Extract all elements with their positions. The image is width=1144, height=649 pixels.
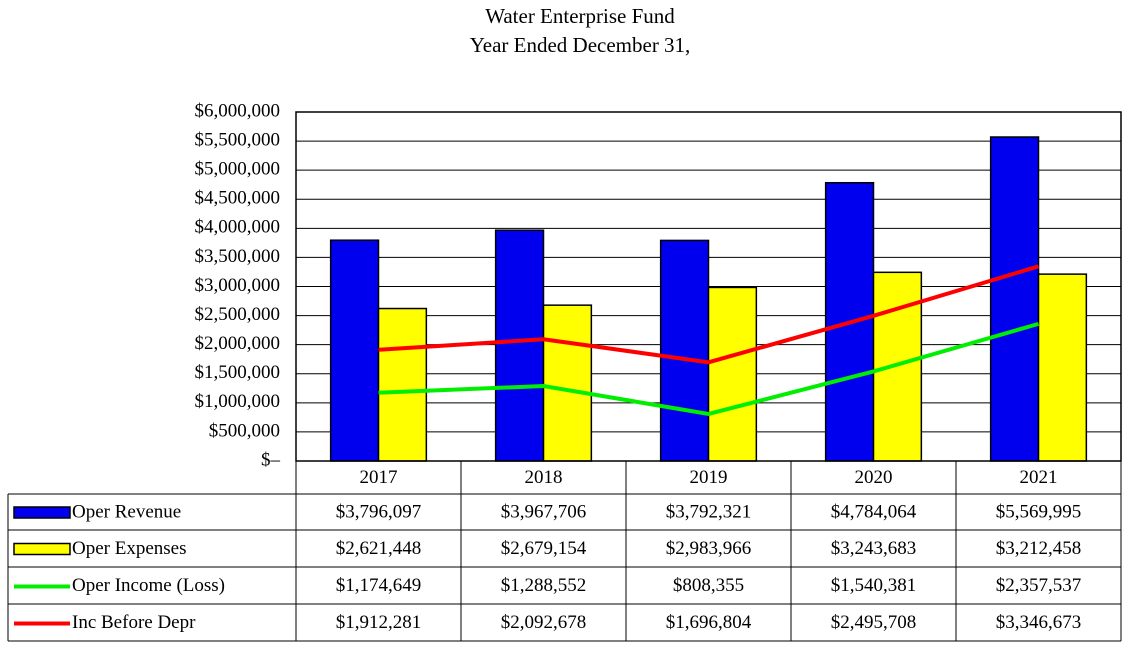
table-value: $3,796,097 bbox=[336, 501, 422, 522]
table-value: $3,346,673 bbox=[996, 612, 1082, 633]
legend-label: Oper Expenses bbox=[72, 538, 187, 559]
table-value: $1,696,804 bbox=[666, 612, 752, 633]
legend-swatch bbox=[13, 506, 71, 519]
x-tick-label: 2017 bbox=[360, 467, 398, 488]
y-tick-label: $2,000,000 bbox=[195, 333, 281, 354]
table-value: $2,092,678 bbox=[501, 612, 587, 633]
table-value: $1,540,381 bbox=[831, 575, 917, 596]
bar bbox=[494, 229, 545, 462]
table-value: $2,679,154 bbox=[501, 538, 587, 559]
bar bbox=[659, 239, 710, 462]
y-tick-label: $3,000,000 bbox=[195, 275, 281, 296]
table-value: $808,355 bbox=[673, 575, 744, 596]
y-tick-label: $1,000,000 bbox=[195, 391, 281, 412]
x-tick-label: 2020 bbox=[855, 467, 893, 488]
table-value: $1,288,552 bbox=[501, 575, 587, 596]
table-value: $4,784,064 bbox=[831, 501, 917, 522]
legend-swatch bbox=[13, 542, 71, 556]
x-tick-label: 2019 bbox=[690, 467, 728, 488]
bar bbox=[542, 304, 593, 462]
chart-subtitle: Year Ended December 31, bbox=[470, 33, 691, 57]
bar bbox=[707, 286, 758, 462]
y-tick-label: $4,500,000 bbox=[195, 188, 281, 209]
y-tick-label: $6,000,000 bbox=[195, 100, 281, 121]
table-value: $2,495,708 bbox=[831, 612, 917, 633]
line-series bbox=[378, 264, 1040, 365]
table-value: $2,357,537 bbox=[996, 575, 1082, 596]
y-tick-label: $– bbox=[261, 449, 281, 470]
y-tick-label: $1,500,000 bbox=[195, 362, 281, 383]
table-value: $5,569,995 bbox=[996, 501, 1082, 522]
table-value: $3,792,321 bbox=[666, 501, 752, 522]
x-tick-label: 2018 bbox=[525, 467, 563, 488]
table-value: $3,212,458 bbox=[996, 538, 1082, 559]
bar bbox=[989, 136, 1040, 462]
table-value: $3,243,683 bbox=[831, 538, 917, 559]
bar bbox=[377, 307, 428, 462]
line-series bbox=[378, 321, 1040, 417]
y-tick-label: $5,000,000 bbox=[195, 159, 281, 180]
chart-title: Water Enterprise Fund bbox=[485, 4, 675, 28]
legend-label: Oper Income (Loss) bbox=[72, 575, 225, 596]
table-value: $1,174,649 bbox=[336, 575, 422, 596]
y-tick-label: $3,500,000 bbox=[195, 246, 281, 267]
bar bbox=[329, 239, 380, 462]
table-value: $2,983,966 bbox=[666, 538, 752, 559]
bar bbox=[1037, 273, 1088, 462]
x-tick-label: 2021 bbox=[1020, 467, 1058, 488]
table-value: $3,967,706 bbox=[501, 501, 587, 522]
table-value: $2,621,448 bbox=[336, 538, 422, 559]
legend-label: Inc Before Depr bbox=[72, 612, 196, 633]
y-tick-label: $500,000 bbox=[209, 420, 280, 441]
legend-label: Oper Revenue bbox=[72, 501, 181, 522]
y-tick-label: $5,500,000 bbox=[195, 129, 281, 150]
table-value: $1,912,281 bbox=[336, 612, 422, 633]
y-tick-label: $2,500,000 bbox=[195, 304, 281, 325]
y-tick-label: $4,000,000 bbox=[195, 217, 281, 238]
bar bbox=[872, 271, 923, 462]
